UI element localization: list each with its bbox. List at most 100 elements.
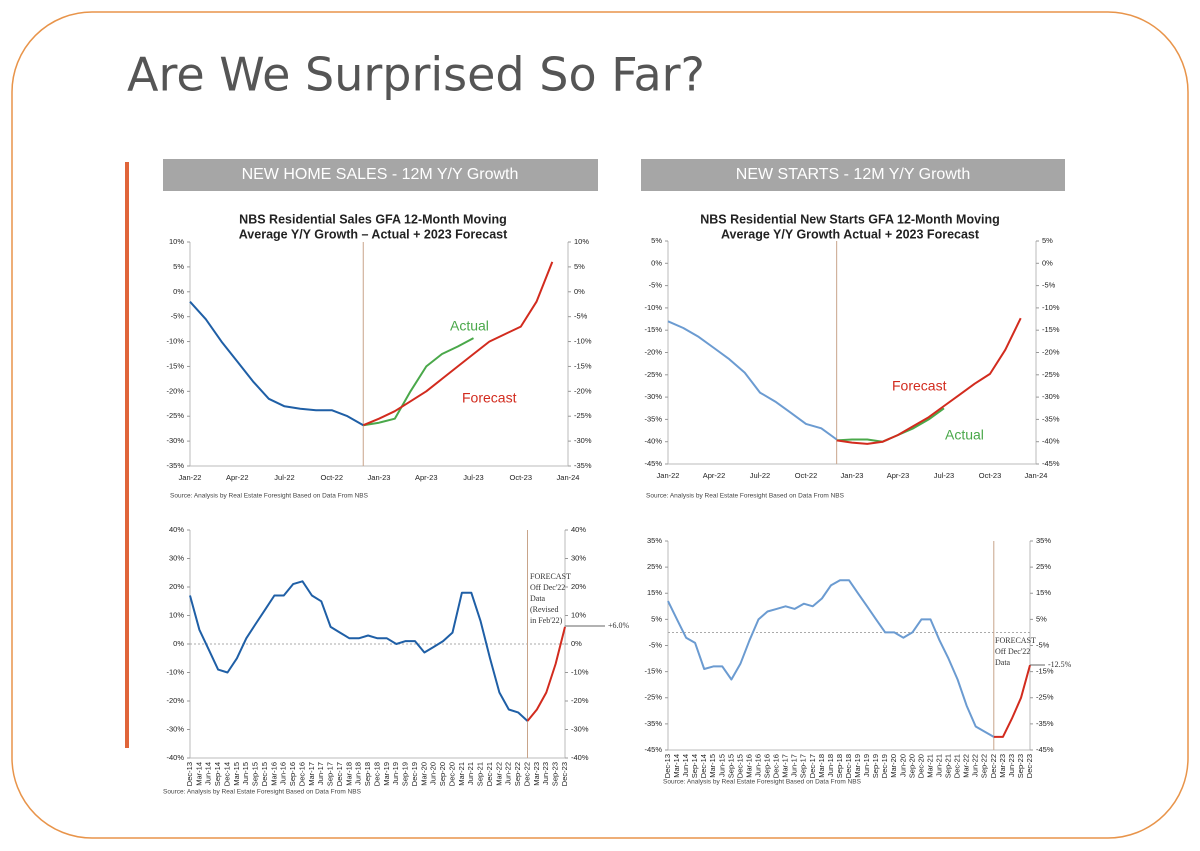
y2-tick-label: -30% (571, 724, 589, 733)
y-tick-label: -35% (166, 461, 184, 470)
y2-tick-label: -20% (571, 696, 589, 705)
y2-tick-label: 15% (1036, 588, 1051, 597)
panel-header-bg (163, 159, 598, 191)
y2-tick-label: -15% (1042, 325, 1060, 334)
x-tick-label: Jul-22 (274, 473, 294, 482)
series-label: Actual (945, 427, 984, 443)
annotation: +6.0% (608, 621, 630, 630)
x-tick-label: Dec-20 (447, 762, 456, 786)
y-tick-label: -10% (644, 303, 662, 312)
y2-tick-label: -25% (1036, 693, 1054, 702)
y2-tick-label: -35% (1042, 414, 1060, 423)
x-tick-label: Sep-14 (690, 754, 699, 778)
y-tick-label: -5% (649, 281, 663, 290)
x-tick-label: Apr-22 (226, 473, 249, 482)
x-tick-label: Dec-21 (953, 754, 962, 778)
annotation: Off Dec'22 (995, 647, 1030, 656)
x-tick-label: Dec-21 (485, 762, 494, 786)
y2-tick-label: 40% (571, 525, 586, 534)
source-note: Source: Analysis by Real Estate Foresigh… (663, 779, 862, 786)
x-tick-label: Mar-15 (708, 754, 717, 778)
x-tick-label: Jun-15 (717, 754, 726, 777)
chart-title: Average Y/Y Growth Actual + 2023 Forecas… (721, 227, 980, 241)
x-tick-label: Jan-24 (557, 473, 580, 482)
annotation: Data (995, 658, 1011, 667)
y-tick-label: -5% (649, 640, 663, 649)
x-tick-label: Sep-19 (871, 754, 880, 778)
x-tick-label: Sep-14 (213, 762, 222, 786)
source-note: Source: Analysis by Real Estate Foresigh… (646, 493, 845, 500)
x-tick-label: Sep-16 (288, 762, 297, 786)
x-tick-label: Dec-15 (735, 754, 744, 778)
y-tick-label: -45% (644, 745, 662, 754)
x-tick-label: Dec-22 (989, 754, 998, 778)
y-tick-label: -35% (644, 414, 662, 423)
series-line (993, 664, 1031, 738)
x-tick-label: Jan-23 (841, 471, 864, 480)
x-tick-label: Oct-22 (795, 471, 818, 480)
y2-tick-label: -15% (1036, 667, 1054, 676)
x-tick-label: Sep-21 (944, 754, 953, 778)
y-tick-label: 0% (173, 639, 184, 648)
y2-tick-label: -35% (1036, 719, 1054, 728)
y-tick-label: -10% (166, 337, 184, 346)
series-line (836, 317, 1022, 445)
x-tick-label: Jan-22 (657, 471, 680, 480)
x-tick-label: Jun-16 (753, 754, 762, 777)
x-tick-label: Sep-18 (363, 762, 372, 786)
y-tick-label: -20% (166, 696, 184, 705)
x-tick-label: Mar-20 (419, 762, 428, 786)
x-tick-label: Sep-17 (326, 762, 335, 786)
annotation: FORECAST (995, 636, 1036, 645)
x-tick-label: Sep-22 (513, 762, 522, 786)
x-tick-label: Sep-17 (799, 754, 808, 778)
chart-title: NBS Residential New Starts GFA 12-Month … (700, 212, 1000, 226)
y2-tick-label: -45% (1036, 745, 1054, 754)
x-tick-label: Mar-22 (962, 754, 971, 778)
series-line (667, 579, 995, 738)
x-tick-label: Dec-22 (522, 762, 531, 786)
y2-tick-label: 5% (574, 262, 585, 271)
y-tick-label: 0% (651, 258, 662, 267)
x-tick-label: Oct-22 (320, 473, 343, 482)
panel-header-bg (641, 159, 1065, 191)
y2-tick-label: 10% (571, 610, 586, 619)
x-tick-label: Sep-19 (401, 762, 410, 786)
y-tick-label: 25% (647, 562, 662, 571)
x-tick-label: Jun-22 (504, 762, 513, 785)
annotation: in Feb'22) (530, 616, 563, 625)
x-tick-label: Dec-17 (808, 754, 817, 778)
y-tick-label: -15% (166, 361, 184, 370)
y-tick-label: 0% (173, 287, 184, 296)
annotation: Off Dec'22 (530, 583, 565, 592)
chart-title: Average Y/Y Growth – Actual + 2023 Forec… (239, 227, 508, 241)
x-tick-label: Jun-21 (934, 754, 943, 777)
x-tick-label: Jun-14 (204, 762, 213, 785)
y2-tick-label: -35% (574, 461, 592, 470)
x-tick-label: Jul-23 (463, 473, 483, 482)
y2-tick-label: -10% (571, 667, 589, 676)
x-tick-label: Mar-20 (889, 754, 898, 778)
x-tick-label: Mar-19 (853, 754, 862, 778)
x-tick-label: Oct-23 (979, 471, 1002, 480)
x-tick-label: Mar-16 (269, 762, 278, 786)
x-tick-label: Jun-20 (429, 762, 438, 785)
y-tick-label: 10% (169, 610, 184, 619)
source-note: Source: Analysis by Real Estate Foresigh… (163, 789, 362, 796)
y-tick-label: -30% (166, 436, 184, 445)
y2-tick-label: 35% (1036, 536, 1051, 545)
x-tick-label: Jun-23 (541, 762, 550, 785)
y2-tick-label: -10% (1042, 303, 1060, 312)
y2-tick-label: -40% (571, 753, 589, 762)
x-tick-label: Dec-23 (1025, 754, 1034, 778)
y-tick-label: -30% (644, 392, 662, 401)
x-tick-label: Jun-22 (971, 754, 980, 777)
x-tick-label: Mar-16 (744, 754, 753, 778)
x-tick-label: Jun-19 (391, 762, 400, 785)
series-line (526, 626, 566, 722)
series-label: Forecast (462, 390, 517, 406)
x-tick-label: Dec-16 (297, 762, 306, 786)
y-tick-label: -25% (644, 693, 662, 702)
x-tick-label: Jul-22 (750, 471, 770, 480)
x-tick-label: Oct-23 (509, 473, 532, 482)
